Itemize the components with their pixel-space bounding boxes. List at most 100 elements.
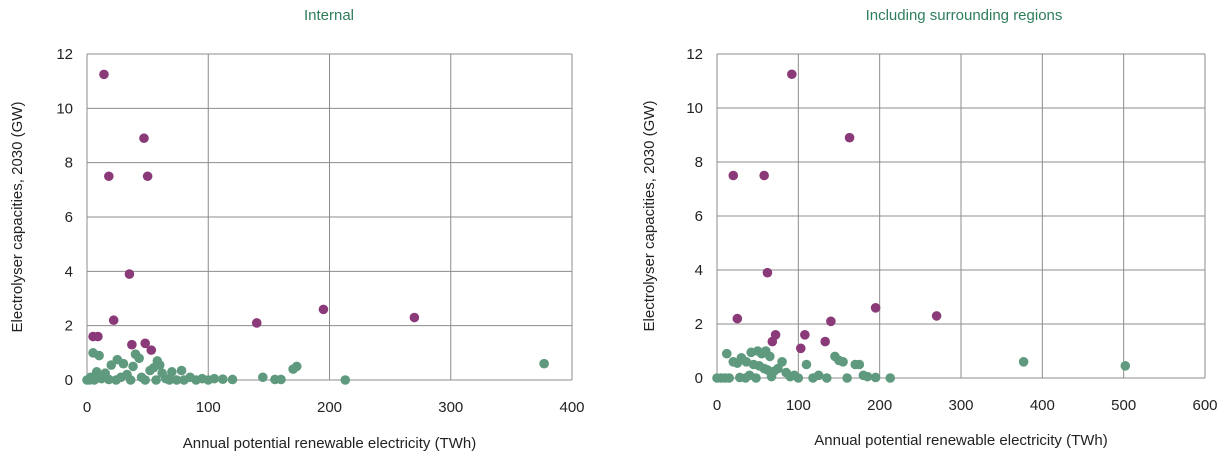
data-point [1120, 361, 1131, 371]
y-tick-label: 8 [65, 155, 73, 172]
x-tick-label: 0 [83, 399, 91, 416]
data-point [140, 375, 150, 385]
data-point [808, 373, 818, 383]
data-point [276, 374, 286, 385]
data-point [539, 358, 549, 369]
data-point [258, 372, 268, 383]
x-tick-label: 500 [1111, 397, 1136, 414]
data-point [340, 375, 351, 385]
data-point [767, 336, 778, 347]
y-axis-label: Electrolyser capacities, 2030 (GW) [641, 101, 658, 332]
data-point [862, 371, 873, 382]
data-point [822, 373, 832, 383]
y-tick-label: 2 [65, 318, 73, 335]
data-point [139, 133, 149, 144]
data-point [787, 69, 797, 80]
data-point [94, 350, 104, 361]
data-point [145, 365, 155, 376]
data-point [124, 269, 135, 279]
data-point [820, 336, 830, 347]
data-point [142, 171, 153, 182]
chart-title: Including surrounding regions [866, 7, 1063, 24]
y-tick-label: 12 [56, 46, 73, 63]
x-tick-label: 100 [196, 399, 221, 416]
data-point [111, 375, 121, 385]
y-tick-label: 8 [695, 154, 703, 171]
data-point [728, 357, 739, 367]
data-point [751, 373, 761, 383]
data-point [203, 375, 214, 385]
x-tick-label: 300 [438, 399, 463, 416]
x-tick-label: 100 [786, 397, 811, 414]
x-tick-label: 200 [867, 397, 892, 414]
data-point [1018, 357, 1029, 367]
x-tick-label: 0 [713, 397, 721, 414]
data-point [127, 339, 137, 350]
data-point [151, 375, 161, 385]
data-point [318, 304, 329, 315]
data-point [721, 348, 732, 359]
y-axis-label: Electrolyser capacities, 2030 (GW) [9, 102, 26, 333]
data-point [104, 171, 114, 182]
data-point [227, 374, 238, 385]
data-point [785, 371, 795, 382]
data-point [164, 375, 175, 385]
x-tick-label: 400 [559, 399, 584, 416]
data-point [118, 358, 129, 369]
data-point [885, 373, 896, 383]
data-point [795, 343, 806, 354]
y-tick-label: 6 [695, 208, 703, 225]
data-point [218, 374, 228, 384]
data-point [844, 132, 855, 143]
data-point [759, 170, 769, 181]
data-point [409, 312, 420, 323]
data-point [931, 311, 942, 321]
data-point [724, 373, 734, 383]
data-point [176, 365, 187, 376]
data-point [291, 361, 302, 372]
data-point [96, 373, 107, 384]
x-tick-label: 200 [317, 399, 342, 416]
data-point [728, 170, 739, 181]
y-tick-label: 12 [686, 46, 703, 63]
data-point [765, 351, 775, 362]
data-point [108, 315, 119, 326]
data-point [800, 330, 810, 340]
data-point [146, 345, 157, 355]
chart-internal: 0 2 4 6 8 10 12 0 100 200 300 400 Internal Annual pot… [9, 7, 585, 452]
data-point [171, 375, 182, 385]
x-axis-label: Annual potential renewable electricity (… [814, 432, 1107, 449]
y-tick-label: 4 [695, 262, 703, 279]
data-point [104, 374, 114, 385]
data-point [842, 373, 852, 383]
chart-title: Internal [304, 7, 354, 24]
y-tick-label: 0 [695, 370, 703, 387]
data-point [826, 316, 836, 327]
y-tick-label: 0 [65, 372, 73, 389]
x-axis-label: Annual potential renewable electricity (… [183, 435, 476, 452]
data-point [89, 375, 100, 385]
data-point [762, 267, 773, 278]
x-tick-label: 400 [1030, 397, 1055, 414]
data-point [854, 359, 865, 370]
data-point [106, 360, 117, 370]
y-tick-label: 2 [695, 316, 703, 333]
data-point [793, 373, 804, 383]
data-point [732, 313, 743, 324]
data-point [773, 363, 783, 374]
y-tick-label: 10 [686, 100, 703, 117]
data-point [741, 357, 752, 367]
data-point [179, 375, 189, 385]
data-point [870, 372, 881, 383]
data-point [128, 361, 138, 372]
data-point [93, 331, 103, 342]
data-point [766, 371, 777, 382]
x-tick-label: 300 [948, 397, 973, 414]
data-point [251, 318, 262, 328]
data-point [838, 357, 848, 367]
data-point [801, 359, 812, 370]
y-tick-label: 10 [56, 100, 73, 117]
data-point [140, 338, 150, 349]
data-point [125, 375, 136, 385]
